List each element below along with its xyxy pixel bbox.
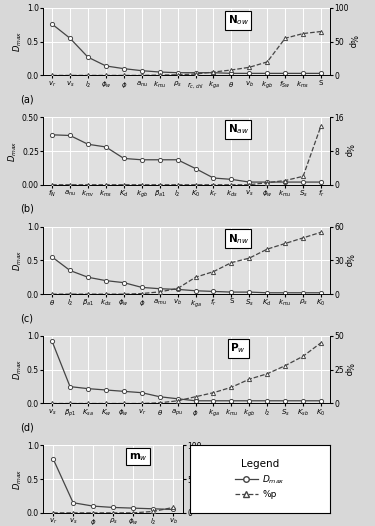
Text: N$_{ow}$: N$_{ow}$ bbox=[228, 13, 249, 27]
Y-axis label: %p: %p bbox=[343, 254, 352, 267]
Y-axis label: %p: %p bbox=[348, 35, 357, 48]
Text: m$_w$: m$_w$ bbox=[129, 451, 148, 462]
Text: N$_{aw}$: N$_{aw}$ bbox=[228, 123, 249, 136]
Text: N$_{nw}$: N$_{nw}$ bbox=[228, 232, 249, 246]
Text: (b): (b) bbox=[20, 204, 34, 214]
Y-axis label: $D_{max}$: $D_{max}$ bbox=[12, 359, 24, 380]
Y-axis label: %p: %p bbox=[343, 363, 352, 377]
Y-axis label: $D_{max}$: $D_{max}$ bbox=[12, 250, 24, 271]
Y-axis label: $D_{max}$: $D_{max}$ bbox=[7, 140, 19, 161]
Y-axis label: %p: %p bbox=[201, 472, 210, 486]
Text: P$_w$: P$_w$ bbox=[230, 341, 246, 355]
Text: (a): (a) bbox=[20, 94, 34, 104]
Y-axis label: %p: %p bbox=[343, 144, 352, 158]
Text: (c): (c) bbox=[20, 313, 33, 323]
Legend: $D_{max}$, %p: $D_{max}$, %p bbox=[231, 454, 290, 504]
Y-axis label: $D_{max}$: $D_{max}$ bbox=[12, 31, 24, 52]
Y-axis label: $D_{max}$: $D_{max}$ bbox=[12, 469, 24, 490]
Text: (d): (d) bbox=[20, 422, 34, 432]
